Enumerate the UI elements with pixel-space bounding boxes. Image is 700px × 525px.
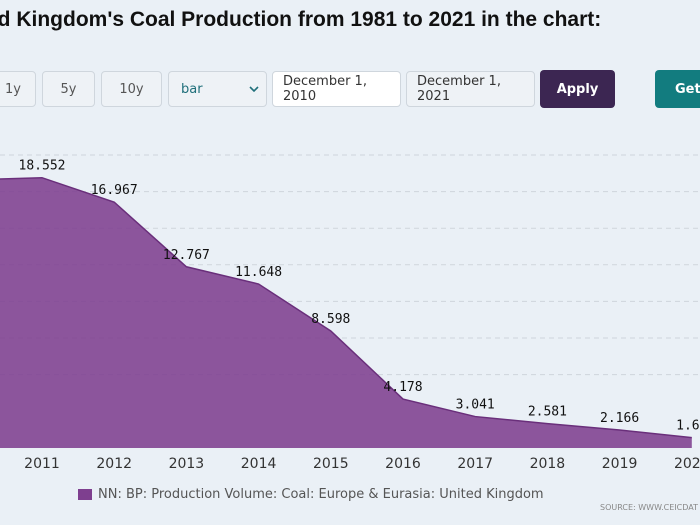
- start-date-input[interactable]: December 1, 2010: [272, 71, 401, 107]
- x-tick-label: 2019: [602, 456, 638, 472]
- legend-label: NN: BP: Production Volume: Coal: Europe …: [98, 487, 544, 502]
- x-tick-label: 2012: [96, 456, 132, 472]
- page-title: ed Kingdom's Coal Production from 1981 t…: [0, 8, 602, 31]
- chart-legend[interactable]: NN: BP: Production Volume: Coal: Europe …: [78, 487, 544, 502]
- range-1y-button[interactable]: 1y: [0, 71, 36, 107]
- data-label: 4.178: [383, 380, 422, 395]
- data-label: 11.648: [235, 265, 282, 280]
- data-label: 1.67: [676, 419, 700, 434]
- x-tick-label: 2017: [457, 456, 493, 472]
- x-tick-label: 2011: [24, 456, 60, 472]
- x-tick-label: 2014: [241, 456, 277, 472]
- x-tick-label: 2018: [530, 456, 566, 472]
- range-10y-button[interactable]: 10y: [101, 71, 162, 107]
- chart-type-value: bar: [181, 81, 203, 97]
- range-5y-button[interactable]: 5y: [42, 71, 95, 107]
- end-date-input[interactable]: December 1, 2021: [406, 71, 535, 107]
- series-line: [0, 176, 692, 439]
- data-label: 3.041: [456, 398, 495, 413]
- legend-swatch: [78, 489, 92, 500]
- x-tick-label: 2016: [385, 456, 421, 472]
- data-label: 16.967: [91, 183, 138, 198]
- chart-type-select[interactable]: bar: [168, 71, 267, 107]
- data-label: 2.581: [528, 405, 567, 420]
- x-tick-label: 2020: [674, 456, 700, 472]
- get-button[interactable]: Get: [655, 70, 700, 108]
- area-series: [0, 177, 692, 448]
- apply-button[interactable]: Apply: [540, 70, 615, 108]
- data-label: 12.767: [163, 248, 210, 263]
- source-credit: SOURCE: WWW.CEICDAT: [600, 503, 698, 512]
- chevron-down-icon: [249, 86, 259, 93]
- x-tick-label: 2015: [313, 456, 349, 472]
- x-tick-label: 2013: [169, 456, 205, 472]
- data-label: 18.552: [19, 159, 66, 174]
- data-label: 2.166: [600, 411, 639, 426]
- data-label: 8.598: [311, 312, 350, 327]
